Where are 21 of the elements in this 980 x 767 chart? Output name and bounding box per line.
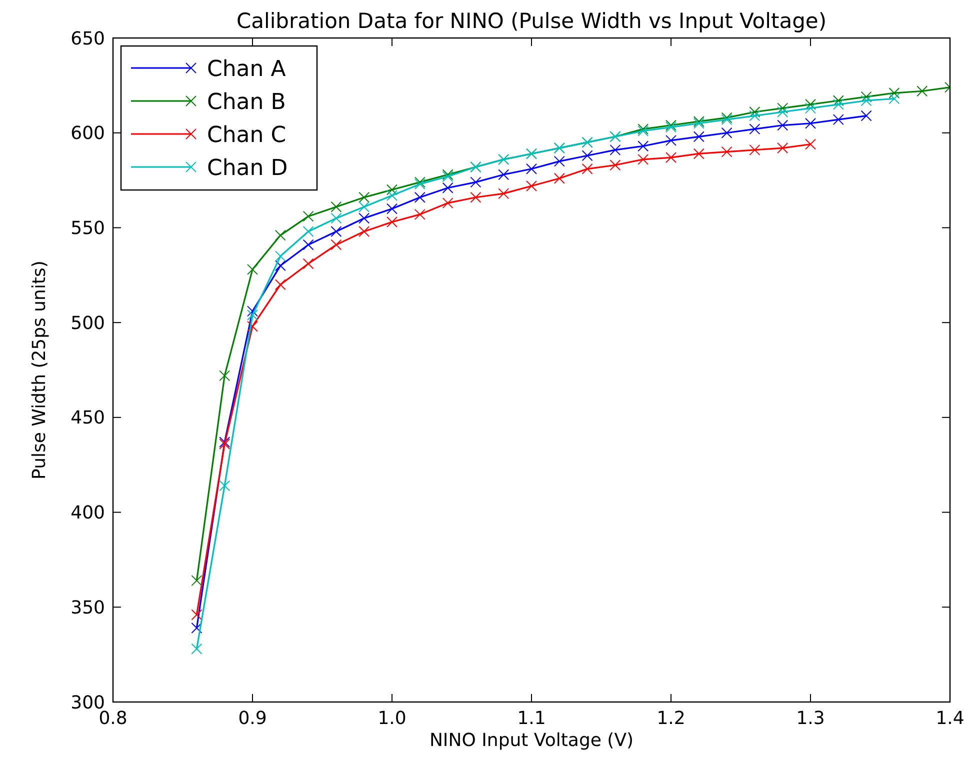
- x-axis-title: NINO Input Voltage (V): [429, 730, 634, 751]
- legend-label: Chan C: [207, 123, 286, 148]
- legend-label: Chan A: [207, 57, 286, 82]
- x-tick-label: 1.2: [656, 708, 686, 729]
- y-tick-label: 550: [70, 218, 105, 240]
- y-tick-label: 600: [70, 123, 105, 144]
- chart-title: Calibration Data for NINO (Pulse Width vs Input Voltage): [236, 9, 827, 33]
- x-tick-label: 0.9: [238, 708, 267, 729]
- legend-label: Chan D: [207, 156, 288, 181]
- y-tick-label: 350: [70, 597, 105, 618]
- y-tick-label: 500: [70, 312, 105, 334]
- x-tick-label: 1.3: [796, 708, 825, 729]
- x-tick-label: 0.8: [98, 708, 128, 729]
- y-tick-label: 450: [70, 408, 105, 429]
- x-tick-label: 1.0: [378, 708, 406, 729]
- y-axis-title: Pulse Width (25ps units): [29, 260, 50, 480]
- legend-label: Chan B: [207, 90, 286, 115]
- x-tick-label: 1.1: [517, 708, 546, 729]
- y-tick-label: 400: [70, 502, 105, 524]
- y-tick-label: 650: [70, 28, 105, 50]
- x-tick-label: 1.4: [936, 708, 964, 729]
